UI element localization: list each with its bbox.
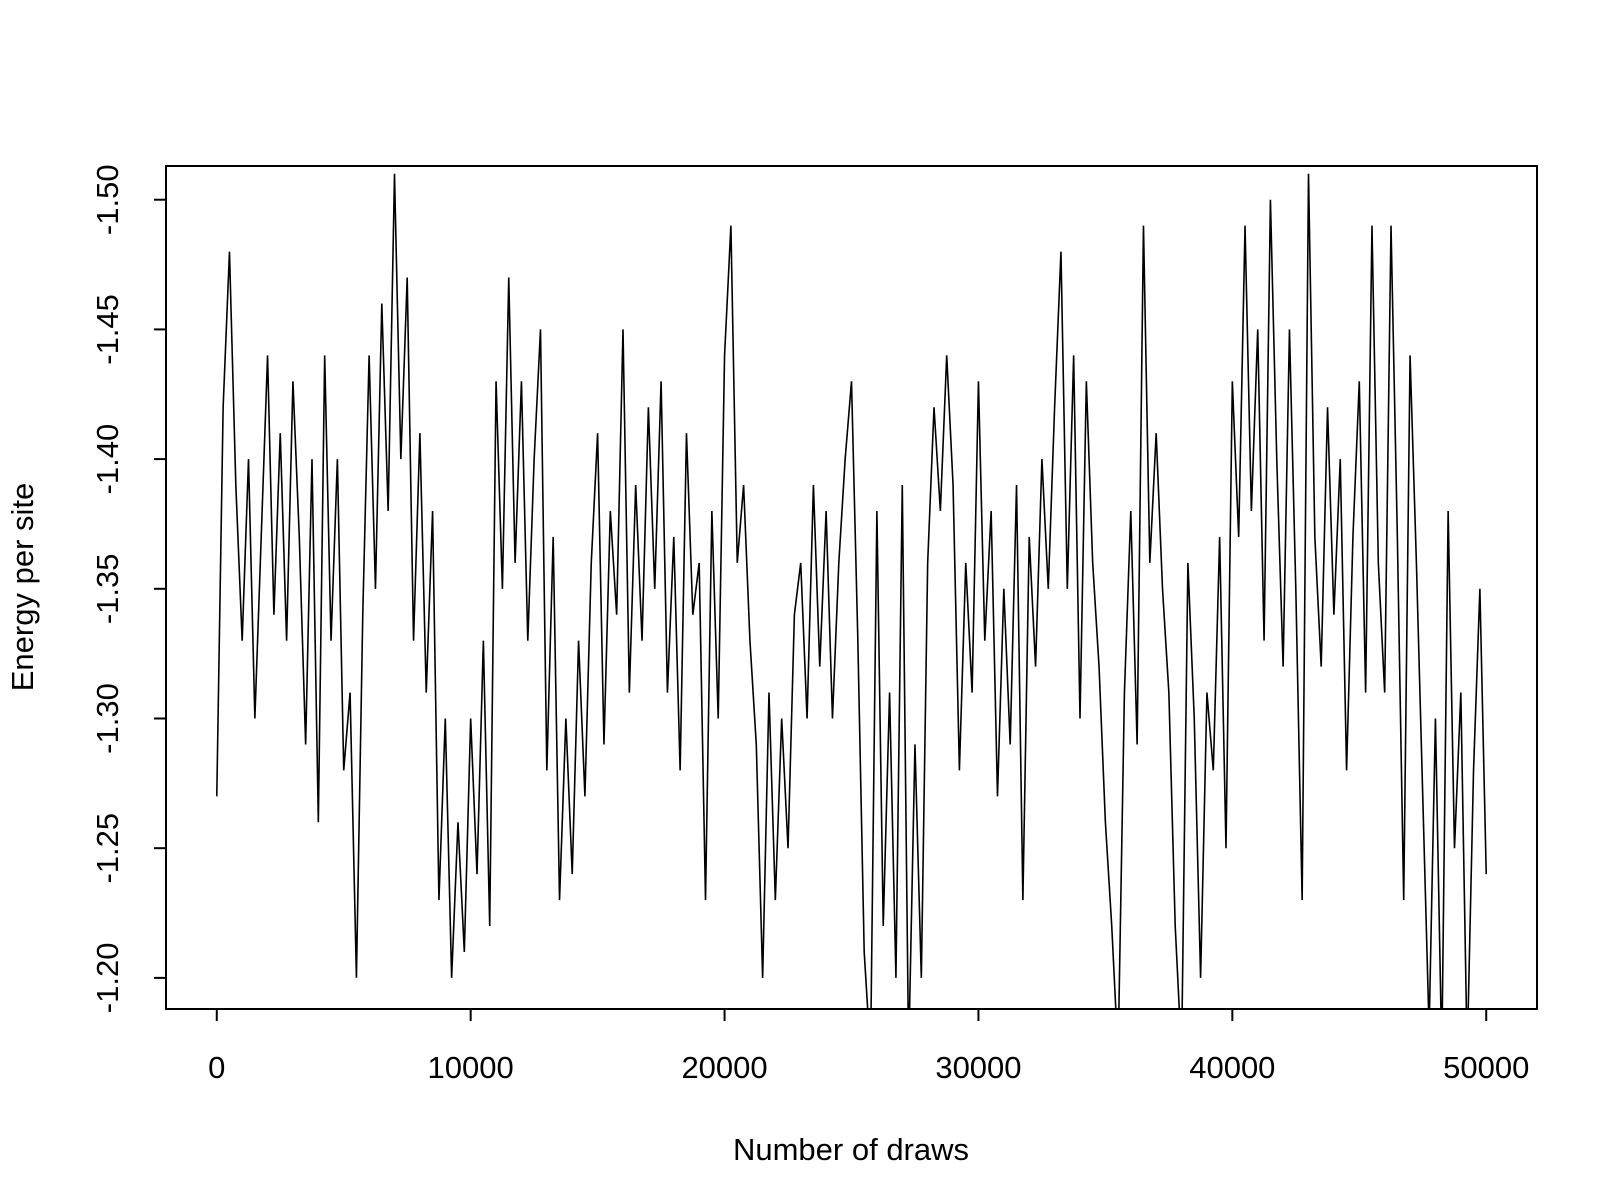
x-tick-label: 30000 — [935, 1050, 1021, 1085]
y-tick-label: -1.45 — [90, 294, 125, 365]
y-tick-label: -1.25 — [90, 813, 125, 884]
trace-line — [215, 173, 1488, 1009]
y-tick-label: -1.35 — [90, 553, 125, 624]
x-tick-label: 0 — [208, 1050, 225, 1085]
x-tick-label: 20000 — [681, 1050, 767, 1085]
y-tick-label: -1.20 — [90, 943, 125, 1014]
x-axis-title: Number of draws — [733, 1132, 969, 1167]
x-tick-label: 50000 — [1443, 1050, 1529, 1085]
x-tick-label: 40000 — [1189, 1050, 1275, 1085]
x-tick-label: 10000 — [428, 1050, 514, 1085]
y-tick-label: -1.50 — [90, 164, 125, 235]
y-tick-label: -1.40 — [90, 424, 125, 495]
plot-frame — [165, 165, 1538, 1010]
y-axis-title: Energy per site — [5, 483, 40, 692]
y-tick-label: -1.30 — [90, 683, 125, 754]
